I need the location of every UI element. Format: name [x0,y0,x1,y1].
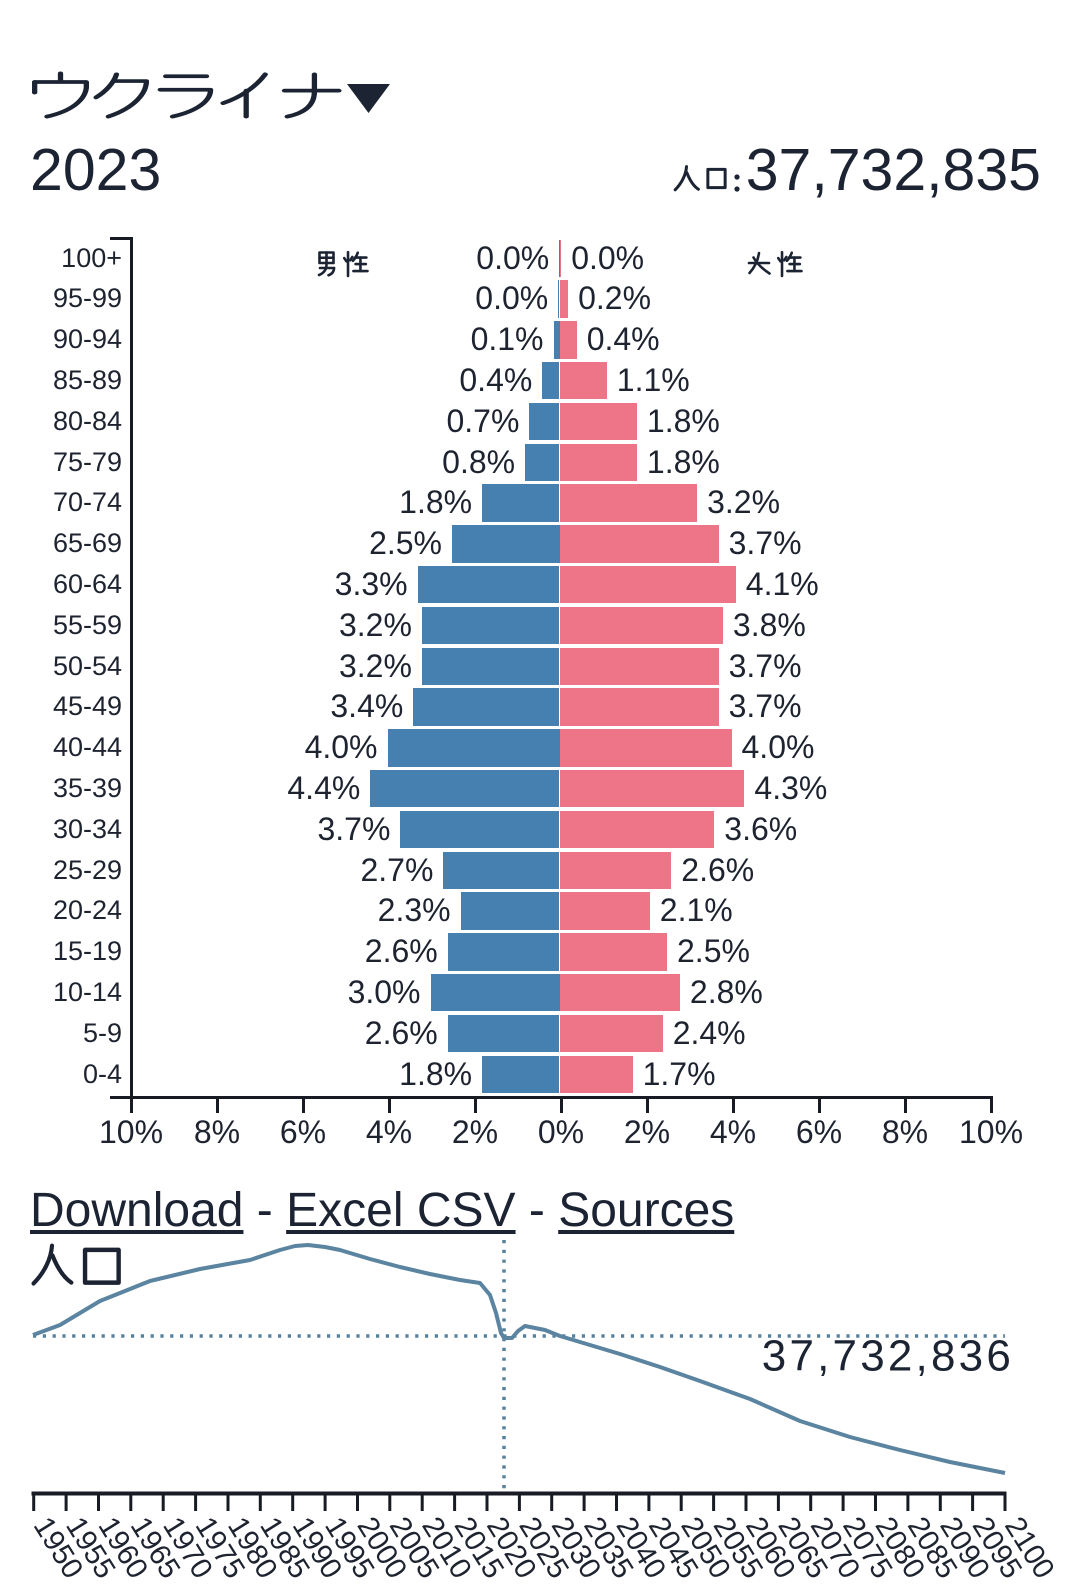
svg-text:37,732,836: 37,732,836 [762,1332,1014,1381]
